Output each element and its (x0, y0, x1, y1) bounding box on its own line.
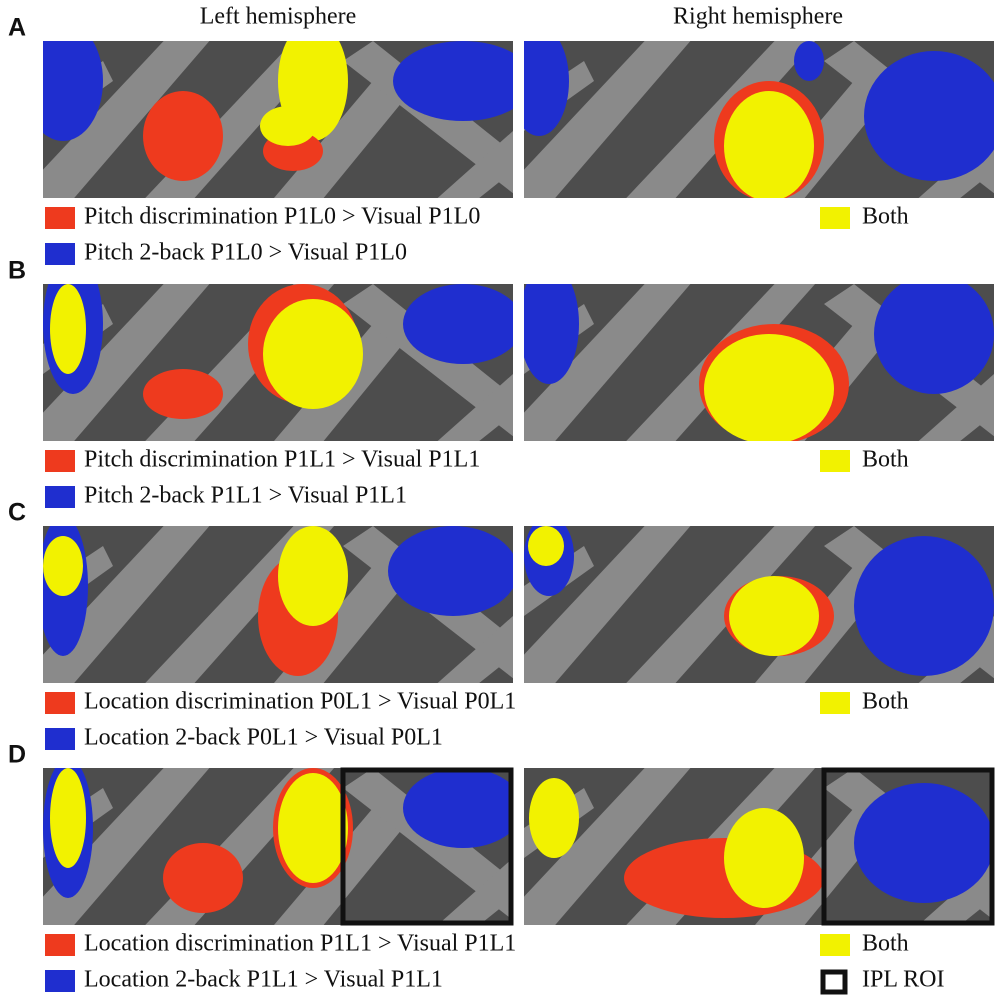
sulcus (918, 374, 994, 441)
brain-image (43, 284, 513, 441)
activation (794, 41, 824, 81)
activation (724, 808, 804, 908)
activation (143, 369, 223, 419)
activation (529, 778, 579, 858)
legend-swatch (820, 969, 848, 995)
sulcus (343, 768, 513, 921)
column-header: Left hemisphere (200, 4, 357, 30)
activation (724, 91, 814, 198)
panel-label: D (8, 741, 26, 769)
legend-text: Pitch discrimination P1L1 > Visual P1L1 (84, 447, 480, 473)
surface (524, 41, 994, 198)
panel-label: B (8, 257, 26, 285)
legend-swatch (820, 450, 850, 472)
brain-image (43, 526, 513, 683)
panel-label: A (8, 14, 26, 42)
legend-text: Pitch 2-back P1L0 > Visual P1L0 (84, 240, 407, 266)
legend-text: Location 2-back P1L1 > Visual P1L1 (84, 967, 443, 993)
surface (43, 41, 513, 198)
activation (729, 576, 819, 656)
surface (524, 768, 994, 925)
legend-text: Both (862, 931, 909, 957)
sulcus (343, 284, 513, 437)
legend-swatch (45, 486, 75, 508)
roi-box (340, 767, 514, 926)
legend-swatch (45, 934, 75, 956)
activation (260, 106, 316, 146)
activation (388, 526, 513, 616)
activation (528, 526, 564, 566)
legend-swatch (45, 243, 75, 265)
activation (854, 536, 994, 676)
legend-text: Location discrimination P1L1 > Visual P1… (84, 931, 516, 957)
activation (50, 284, 86, 374)
activation (854, 783, 994, 903)
roi-box (821, 767, 995, 926)
sulcus (43, 768, 210, 925)
activation (163, 843, 243, 913)
sulcus (437, 858, 513, 925)
legend-swatch (45, 970, 75, 992)
legend-swatch (820, 207, 850, 229)
legend-swatch (45, 728, 75, 750)
legend-text: Both (862, 204, 909, 230)
activation (143, 91, 223, 181)
surface (524, 284, 994, 441)
sulcus (43, 41, 210, 198)
activation (43, 41, 103, 141)
activation (524, 41, 569, 136)
legend-swatch (820, 934, 850, 956)
activation (278, 526, 348, 626)
sulcus (626, 526, 816, 683)
brain-image (524, 767, 995, 926)
activation (263, 299, 363, 409)
legend-swatch (820, 692, 850, 714)
legend-text: Pitch 2-back P1L1 > Visual P1L1 (84, 483, 407, 509)
activation (393, 41, 513, 121)
sulcus (524, 41, 691, 198)
brain-image (43, 767, 514, 926)
sulcus (524, 526, 691, 683)
legend-text: Both (862, 689, 909, 715)
sulcus (437, 131, 513, 198)
legend-text: Pitch discrimination P1L0 > Visual P1L0 (84, 204, 480, 230)
sulcus (524, 768, 691, 925)
brain-image (524, 41, 994, 198)
activation (403, 768, 513, 848)
legend-text: IPL ROI (862, 967, 944, 993)
sulcus (343, 41, 513, 194)
activation (874, 284, 994, 394)
brain-image (524, 526, 994, 683)
legend-text: Location discrimination P0L1 > Visual P0… (84, 689, 516, 715)
activation (403, 284, 513, 364)
column-header: Right hemisphere (673, 4, 843, 30)
activation (524, 284, 579, 384)
surface (524, 526, 994, 683)
surface (43, 526, 513, 683)
sulcus (43, 284, 210, 441)
legend-swatch (45, 207, 75, 229)
sulcus (524, 284, 691, 441)
legend-swatch (45, 450, 75, 472)
brain-image (524, 284, 994, 441)
activation (704, 334, 834, 441)
legend-text: Location 2-back P0L1 > Visual P0L1 (84, 725, 443, 751)
activation (864, 51, 994, 181)
surface (43, 284, 513, 441)
legend-text: Both (862, 447, 909, 473)
legend-swatch (45, 692, 75, 714)
surface (43, 768, 513, 925)
brain-image (43, 41, 513, 198)
sulcus (43, 526, 210, 683)
activation (43, 536, 83, 596)
activation (50, 768, 86, 868)
sulcus (437, 616, 513, 683)
panel-label: C (8, 499, 26, 527)
sulcus (437, 374, 513, 441)
activation (278, 773, 348, 883)
